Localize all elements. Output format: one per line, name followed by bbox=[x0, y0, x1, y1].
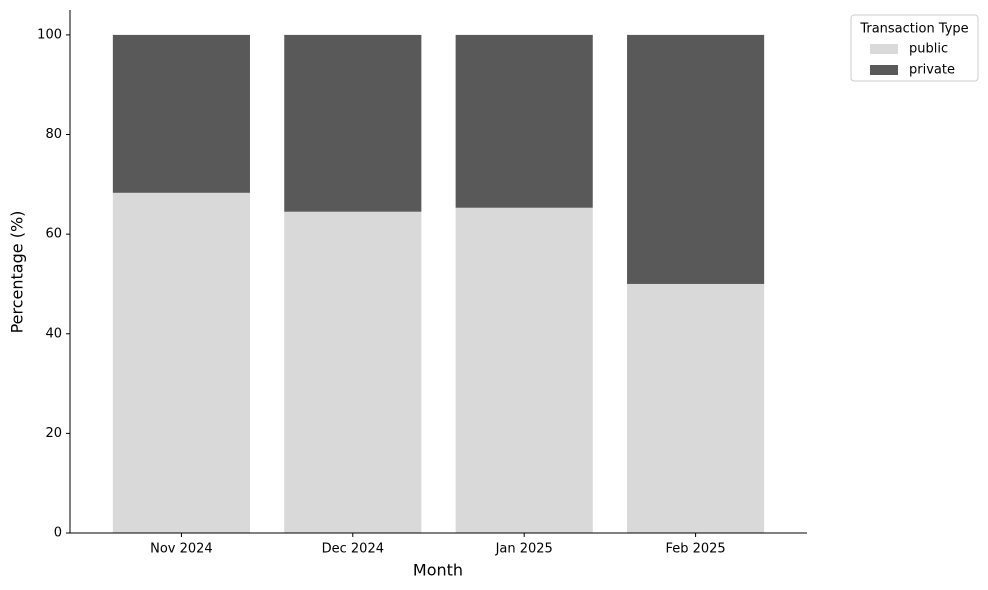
bar-segment bbox=[627, 283, 765, 533]
bar-segment bbox=[455, 207, 593, 533]
y-tick-label: 60 bbox=[45, 227, 62, 242]
y-tick-label: 100 bbox=[37, 27, 62, 42]
y-tick-label: 0 bbox=[54, 526, 62, 541]
legend-swatch bbox=[870, 65, 898, 75]
legend-box bbox=[850, 14, 979, 82]
legend-label: private bbox=[909, 63, 955, 78]
bar-segment bbox=[627, 34, 765, 284]
y-tick-label: 20 bbox=[45, 426, 62, 441]
legend-title: Transaction Type bbox=[859, 22, 968, 37]
y-tick-label: 80 bbox=[45, 127, 62, 142]
x-tick-label: Dec 2024 bbox=[322, 542, 384, 557]
x-tick-label: Nov 2024 bbox=[150, 542, 213, 557]
legend-swatch bbox=[870, 44, 898, 54]
bar-segment bbox=[284, 34, 422, 212]
y-axis-label: Percentage (%) bbox=[8, 211, 27, 334]
bar-segment bbox=[112, 192, 250, 533]
bar-segment bbox=[284, 211, 422, 533]
x-tick-label: Feb 2025 bbox=[665, 542, 725, 557]
bar-segment bbox=[455, 34, 593, 208]
x-tick-label: Jan 2025 bbox=[495, 542, 553, 557]
legend-label: public bbox=[909, 42, 948, 57]
x-axis-label: Month bbox=[413, 561, 463, 580]
bar-segment bbox=[112, 34, 250, 193]
y-tick-label: 40 bbox=[45, 326, 62, 341]
